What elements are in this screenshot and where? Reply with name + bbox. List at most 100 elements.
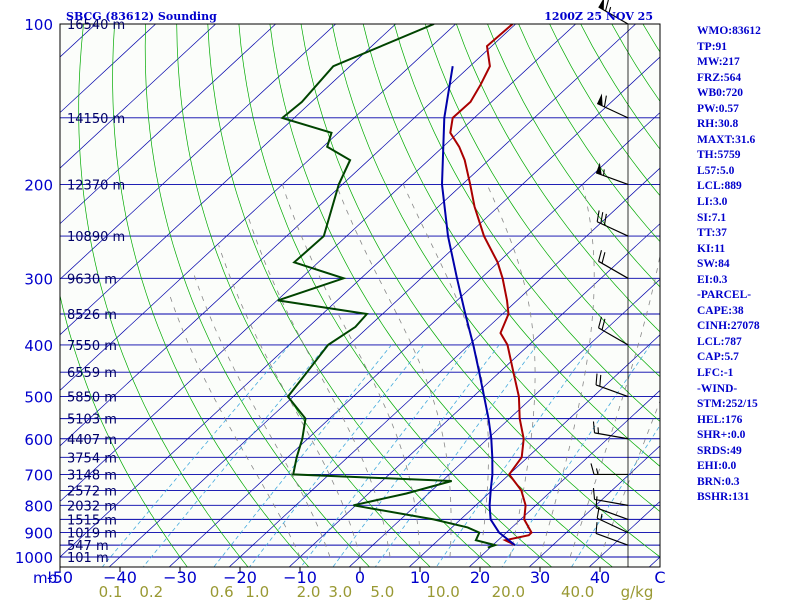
pressure-tick-label: 400 xyxy=(24,337,53,355)
isotherm-line xyxy=(60,24,637,558)
mixing-ratio-line xyxy=(248,344,425,567)
height-label: 12370 m xyxy=(67,178,125,193)
mixing-ratio-line xyxy=(571,424,660,567)
wind-barb-flag xyxy=(592,488,596,500)
pressure-tick-label: 700 xyxy=(24,466,53,484)
dry-adiabat-line xyxy=(269,24,614,567)
wind-barb-flag xyxy=(598,250,602,262)
wind-barb-shaft xyxy=(596,517,629,534)
mixing-ratio-label: 40.0 xyxy=(561,583,594,600)
index-line: LCL:787 xyxy=(697,335,742,348)
wind-barb-pennant xyxy=(596,162,602,175)
index-line: RH:30.8 xyxy=(697,118,739,131)
wind-barbs xyxy=(590,0,629,567)
index-line: TH:5759 xyxy=(697,149,741,162)
wind-barb-flag xyxy=(590,463,595,475)
pressure-tick-label: 900 xyxy=(24,525,53,543)
index-line: KI:11 xyxy=(697,242,726,255)
dry-adiabat-line xyxy=(78,24,249,567)
pressure-tick-label: 100 xyxy=(24,16,53,34)
wind-barb-flag xyxy=(595,496,598,508)
wind-barb-flag xyxy=(599,374,602,387)
mixing-ratio-line xyxy=(374,344,538,567)
thermo-grid xyxy=(60,24,660,567)
isotherm-line xyxy=(60,24,337,280)
moist-adiabat-line xyxy=(569,253,660,558)
mixing-ratio-label: 1.0 xyxy=(245,583,269,600)
wind-barb-flag xyxy=(603,95,607,107)
axis-ticks xyxy=(59,567,601,572)
index-line: TP:91 xyxy=(697,40,728,53)
plot-background xyxy=(60,24,660,567)
index-line: CINH:27078 xyxy=(697,320,760,333)
wind-barb-pennant xyxy=(598,0,604,10)
temperature-tick-label: 20 xyxy=(470,568,490,587)
height-label: 101 m xyxy=(67,551,109,566)
index-line: -WIND- xyxy=(697,382,738,395)
wind-barb-flag xyxy=(598,316,602,329)
wind-barb-shaft xyxy=(595,532,629,546)
height-label: 2572 m xyxy=(67,484,117,499)
temperature-tick-label: -50 xyxy=(47,568,73,587)
wind-barb-shaft xyxy=(596,221,629,237)
wind-barb-half-flag xyxy=(595,468,599,475)
mixing-ratio-unit-label: g/kg xyxy=(621,583,654,600)
wind-barb-shaft xyxy=(594,498,629,506)
wind-barb-half-flag xyxy=(603,169,605,176)
wind-barb-shaft xyxy=(594,432,629,440)
height-label: 10890 m xyxy=(67,230,125,245)
index-line: TT:37 xyxy=(697,227,727,240)
wind-barb-shaft xyxy=(598,327,629,346)
dry-adiabat-line xyxy=(456,24,660,333)
dry-adiabat-line xyxy=(60,293,188,567)
index-line: WMO:83612 xyxy=(697,25,761,37)
height-label: 8526 m xyxy=(67,308,117,323)
isotherm-line xyxy=(288,223,660,567)
height-label: 5103 m xyxy=(67,413,117,428)
dry-adiabat-line xyxy=(144,24,371,567)
height-label: 16540 m xyxy=(67,18,125,33)
pressure-tick-label: 300 xyxy=(24,270,53,288)
mixing-ratio-label: 0.2 xyxy=(139,583,163,600)
height-label: 9630 m xyxy=(67,272,117,287)
index-line: CAP:5.7 xyxy=(697,351,739,364)
isotherm-line xyxy=(60,24,457,391)
dry-adiabat-line xyxy=(518,24,660,243)
index-line: SHR+:0.0 xyxy=(697,429,746,442)
index-line: -PARCEL- xyxy=(697,289,752,302)
chart-title: SBCG (83612) Sounding xyxy=(66,10,217,23)
moist-adiabat-line xyxy=(539,184,595,558)
moist-adiabat-line xyxy=(218,245,361,558)
isotherm-line xyxy=(228,167,660,567)
isotherm-line xyxy=(60,24,157,114)
height-label: 7550 m xyxy=(67,339,117,354)
isotherm-line xyxy=(60,24,577,502)
mixing-ratio-line xyxy=(501,344,651,567)
index-line: LCL:889 xyxy=(697,180,742,193)
wind-barb-flag xyxy=(603,213,607,226)
height-label: 3754 m xyxy=(67,451,117,466)
temperature-tick-label: −40 xyxy=(103,568,137,587)
index-line: WB0:720 xyxy=(697,87,743,100)
index-line: SW:84 xyxy=(697,258,730,271)
isotherm-line xyxy=(60,24,277,225)
index-line: L57:5.0 xyxy=(697,164,735,177)
dry-adiabat-line xyxy=(393,24,660,422)
isotherm-line xyxy=(468,389,660,567)
mixing-ratio-line xyxy=(435,344,593,567)
temperature-tick-label: −20 xyxy=(223,568,257,587)
height-label: 3148 m xyxy=(67,468,117,483)
index-line: STM:252/15 xyxy=(697,398,758,411)
temperature-tick-label: −30 xyxy=(163,568,197,587)
dry-adiabat-line xyxy=(300,24,660,558)
dewpoint-line xyxy=(277,24,499,549)
isotherm-line xyxy=(348,278,660,567)
wind-barb-flag xyxy=(601,318,606,331)
index-line: SI:7.1 xyxy=(697,211,727,224)
isotherm-line xyxy=(168,112,660,567)
wind-barb-shaft xyxy=(598,6,629,25)
mixing-ratio-label: 20.0 xyxy=(492,583,525,600)
height-label: 4407 m xyxy=(67,433,117,448)
